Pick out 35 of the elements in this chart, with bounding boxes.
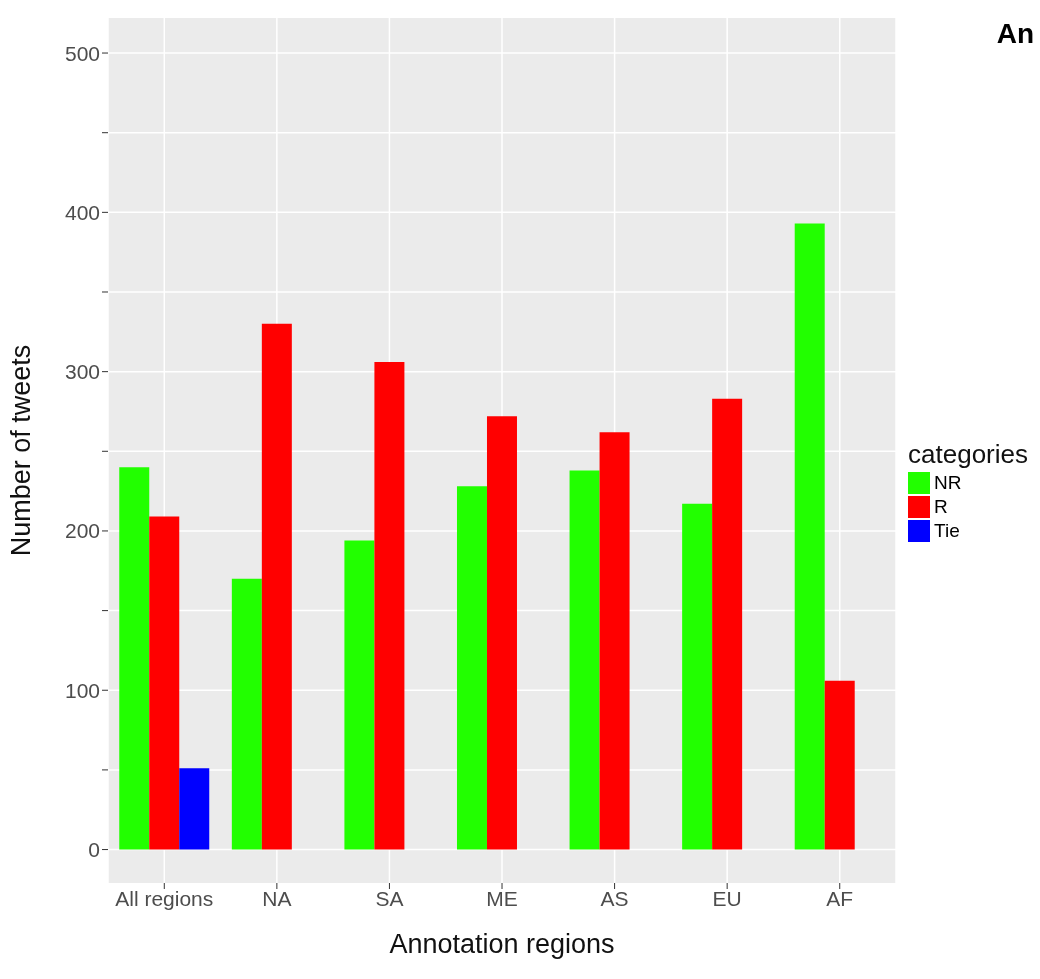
x-tick-label: All regions bbox=[115, 886, 214, 910]
x-tick-label: ME bbox=[486, 886, 518, 910]
legend-label: Tie bbox=[934, 520, 960, 542]
legend-label: NR bbox=[934, 472, 962, 494]
bar bbox=[599, 432, 630, 850]
bar bbox=[569, 470, 600, 850]
y-tick-label: 0 bbox=[88, 838, 100, 861]
bar bbox=[344, 540, 375, 850]
x-tick-label: AS bbox=[600, 886, 629, 910]
bar bbox=[486, 416, 517, 850]
legend-label: R bbox=[934, 496, 948, 518]
x-tick-label: SA bbox=[375, 886, 404, 910]
x-tick-label: EU bbox=[712, 886, 742, 910]
y-axis-title: Number of tweets bbox=[5, 344, 36, 557]
y-tick-label: 100 bbox=[64, 678, 100, 702]
bar bbox=[231, 578, 262, 850]
x-tick-label: NA bbox=[262, 886, 292, 910]
x-axis-title: Annotation regions bbox=[389, 929, 615, 959]
x-tick-label: AF bbox=[826, 886, 854, 910]
bar bbox=[149, 516, 180, 850]
bar bbox=[682, 503, 713, 850]
y-tick-label: 200 bbox=[64, 519, 100, 543]
y-tick-label: 500 bbox=[64, 41, 100, 65]
bar bbox=[794, 223, 825, 850]
y-tick-label: 300 bbox=[64, 360, 100, 384]
bar bbox=[374, 362, 405, 850]
bar bbox=[261, 323, 292, 850]
legend-title: categories bbox=[908, 439, 1028, 470]
bar bbox=[119, 467, 150, 850]
bar bbox=[179, 768, 210, 850]
text: An bbox=[996, 18, 1034, 50]
bar bbox=[712, 398, 743, 850]
y-tick-label: 400 bbox=[64, 200, 100, 224]
bar bbox=[456, 486, 487, 850]
bar bbox=[824, 680, 855, 850]
